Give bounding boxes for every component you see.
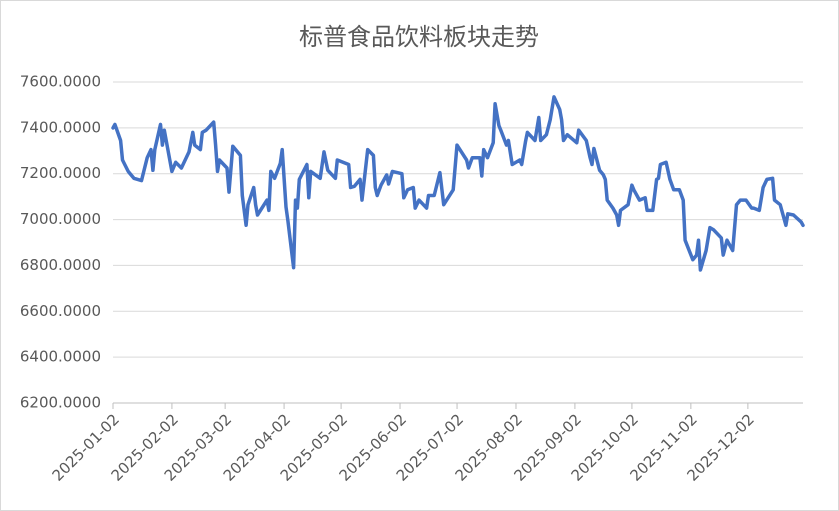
y-tick-label: 7400.0000 bbox=[20, 118, 101, 136]
y-tick-label: 7600.0000 bbox=[20, 73, 101, 91]
data-line bbox=[111, 95, 805, 272]
y-tick-label: 6600.0000 bbox=[20, 302, 101, 320]
y-tick-label: 6400.0000 bbox=[20, 348, 101, 366]
y-tick-label: 7200.0000 bbox=[20, 164, 101, 182]
chart-title: 标普食品饮料板块走势 bbox=[299, 23, 539, 51]
y-tick-label: 6200.0000 bbox=[20, 394, 101, 412]
y-tick-label: 6800.0000 bbox=[20, 256, 101, 274]
y-tick-label: 7000.0000 bbox=[20, 210, 101, 228]
